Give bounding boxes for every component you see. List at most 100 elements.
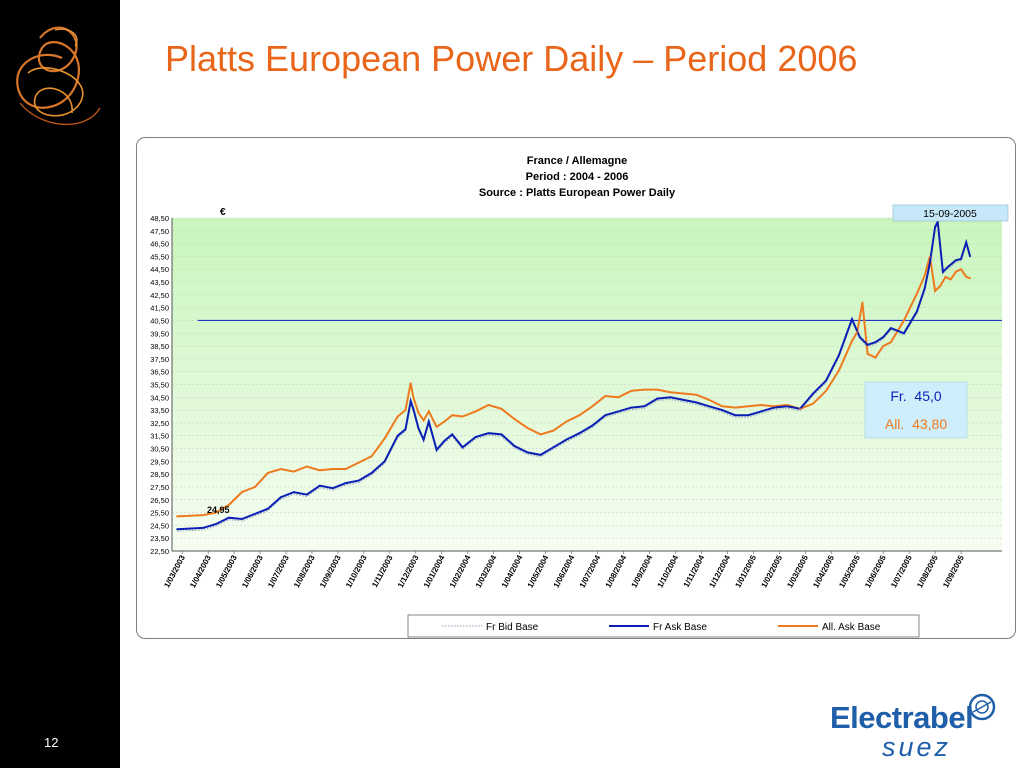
fr-ask-point xyxy=(417,427,420,429)
fr-ask-point xyxy=(318,484,321,487)
fr-ask-point xyxy=(916,310,918,313)
all-ask-point xyxy=(773,405,776,408)
all-ask-point xyxy=(812,402,814,405)
date-box-label: 15-09-2005 xyxy=(923,208,977,220)
y-tick-label: 48,50 xyxy=(150,214,169,223)
all-ask-point xyxy=(383,437,386,440)
fr-value-label: Fr. 45,0 xyxy=(890,388,942,404)
series-line-fr-ask xyxy=(176,218,972,531)
legend-label-all-ask: All. Ask Base xyxy=(822,622,881,633)
fr-ask-point xyxy=(874,341,877,344)
fr-ask-point xyxy=(344,482,347,485)
fr-ask-point xyxy=(923,287,926,290)
legend-label-fr-ask: Fr Ask Base xyxy=(653,622,707,633)
fr-ask-point xyxy=(552,446,555,449)
all-ask-point xyxy=(513,418,516,420)
all-ask-point xyxy=(604,395,607,397)
y-tick-label: 43,50 xyxy=(150,278,169,287)
y-tick-label: 26,50 xyxy=(150,496,169,505)
fr-ask-point xyxy=(370,471,373,474)
all-ask-point xyxy=(856,331,859,333)
x-tick-label: 1/03/2005 xyxy=(785,553,810,589)
all-ask-point xyxy=(552,429,555,432)
all-ask-point xyxy=(500,407,503,410)
fr-ask-point xyxy=(279,496,282,499)
fr-ask-point xyxy=(903,332,905,335)
swirl-logo-icon xyxy=(16,26,101,126)
all-ask-point xyxy=(747,405,750,408)
y-tick-label: 35,50 xyxy=(150,381,169,390)
fr-ask-point xyxy=(331,487,334,490)
all-ask-point xyxy=(539,433,542,436)
y-tick-label: 25,50 xyxy=(150,509,169,518)
y-tick-label: 38,50 xyxy=(150,342,169,351)
x-tick-label: 1/02/2005 xyxy=(759,553,784,589)
y-tick-label: 24,50 xyxy=(150,521,169,530)
y-tick-label: 34,50 xyxy=(150,393,169,402)
x-tick-label: 1/04/2003 xyxy=(188,553,213,589)
x-tick-label: 1/01/2005 xyxy=(733,553,758,589)
slide-title: Platts European Power Daily – Period 200… xyxy=(165,38,858,79)
y-tick-label: 40,50 xyxy=(150,316,169,325)
all-ask-point xyxy=(357,461,360,464)
y-tick-label: 39,50 xyxy=(150,329,169,338)
y-unit-label: € xyxy=(220,207,226,218)
fr-ask-point xyxy=(773,406,776,409)
all-ask-point xyxy=(695,393,698,396)
fr-ask-point xyxy=(526,451,529,454)
fr-ask-point xyxy=(708,405,711,408)
all-ask-point xyxy=(617,396,620,399)
fr-ask-point xyxy=(578,432,581,435)
fr-ask-point xyxy=(928,261,931,264)
all-ask-point xyxy=(682,392,685,395)
all-ask-point xyxy=(786,404,788,406)
x-tick-label: 1/12/2004 xyxy=(707,553,732,589)
series-points xyxy=(176,220,972,531)
all-ask-point xyxy=(578,414,581,417)
y-tick-label: 32,50 xyxy=(150,419,169,428)
series-line-fr-bid xyxy=(176,222,971,532)
all-ask-point xyxy=(960,268,962,271)
all-ask-point xyxy=(409,382,412,385)
fr-ask-point xyxy=(396,434,399,437)
all-ask-point xyxy=(903,319,905,322)
y-tick-label: 31,50 xyxy=(150,432,169,441)
x-tick-label: 1/11/2003 xyxy=(370,553,395,589)
all-ask-point xyxy=(435,425,438,428)
electrabel-suez-logo: Electrabel suez xyxy=(830,692,1000,767)
fr-ask-point xyxy=(643,405,646,408)
x-tick-label: 1/10/2003 xyxy=(344,553,369,589)
fr-ask-point xyxy=(435,448,438,451)
x-tick-label: 1/06/2005 xyxy=(863,553,888,589)
fr-ask-point xyxy=(882,336,885,339)
fr-ask-point xyxy=(266,507,269,510)
fr-ask-point xyxy=(176,528,178,531)
y-tick-labels: 48,50 47,50 46,50 45,50 44,50 43,50 42,50 41,50… xyxy=(150,214,169,556)
chart-title-line-3: Source : Platts European Power Daily xyxy=(479,187,676,199)
fr-ask-point xyxy=(565,438,568,441)
all-ask-point xyxy=(565,420,568,423)
fr-ask-point xyxy=(487,432,490,435)
x-tick-label: 1/07/2003 xyxy=(266,553,291,589)
all-ask-point xyxy=(923,274,926,277)
all-ask-point xyxy=(474,410,477,413)
all-ask-point xyxy=(461,415,464,418)
fr-ask-point xyxy=(682,398,685,401)
value-box xyxy=(864,381,968,439)
fr-ask-point xyxy=(786,405,788,408)
all-ask-point xyxy=(215,511,217,514)
all-ask-point xyxy=(965,276,968,278)
fr-ask-point xyxy=(960,258,962,260)
y-tick-label: 47,50 xyxy=(150,227,169,236)
chart-frame: 48,50 47,50 46,50 45,50 44,50 43,50 42,50 41,50… xyxy=(136,137,1016,639)
all-value-label: All. 43,80 xyxy=(885,416,947,432)
all-ask-point xyxy=(305,465,308,468)
fr-ask-point xyxy=(825,379,827,382)
y-tick-label: 30,50 xyxy=(150,445,169,454)
fr-ask-point xyxy=(760,410,763,413)
y-tick-label: 45,50 xyxy=(150,252,169,261)
legend-box xyxy=(407,614,920,638)
all-ask-point xyxy=(954,270,957,273)
x-tick-label: 1/10/2004 xyxy=(656,553,681,589)
y-tick-label: 23,50 xyxy=(150,534,169,543)
